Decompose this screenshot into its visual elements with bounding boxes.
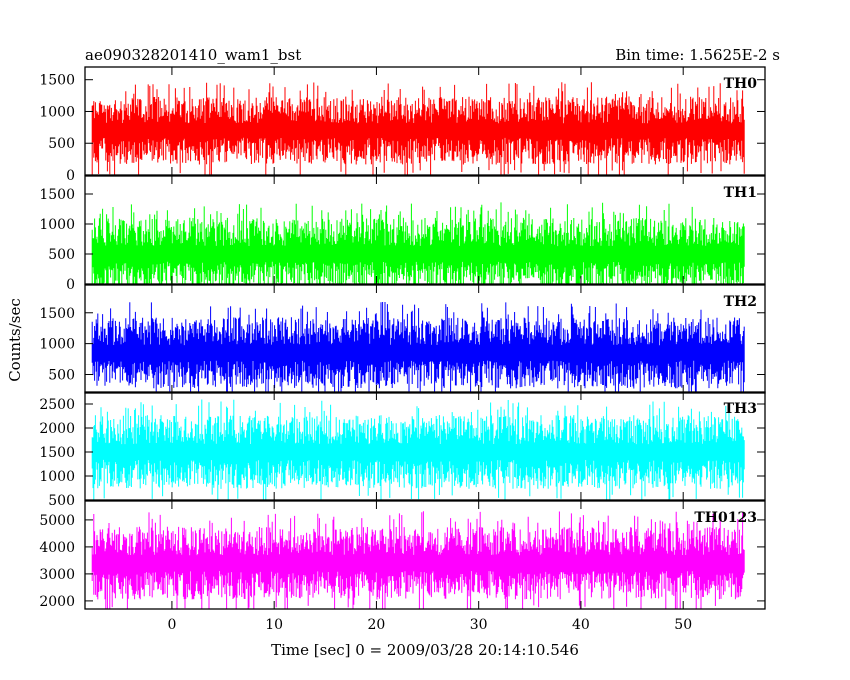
y-tick-label: 1500: [39, 187, 75, 203]
y-tick-label: 0: [66, 168, 75, 184]
panel-frame: [84, 284, 766, 394]
y-tick-label: 500: [48, 136, 75, 152]
y-tick-label: 3000: [39, 567, 75, 583]
panel-label: TH3: [724, 401, 757, 417]
panel-frame: [84, 500, 766, 610]
series-th0: [91, 82, 745, 175]
y-axis-label: Counts/sec: [6, 298, 24, 382]
y-tick-label: 5000: [39, 513, 75, 529]
y-tick-label: 500: [48, 493, 75, 509]
series-th0123: [91, 511, 745, 609]
y-tick-label: 1500: [39, 73, 75, 89]
panel-frame: [84, 175, 766, 285]
y-tick-label: 1000: [39, 469, 75, 485]
panels-group: 0 500 1000 1500 TH0 0 500 1000 1500 TH1 500 1000 150…: [39, 66, 766, 610]
x-tick-label: 50: [674, 617, 692, 633]
panel-th1: 0 500 1000 1500 TH1: [39, 175, 766, 293]
panel-th2: 500 1000 1500 TH2: [39, 284, 766, 394]
chart-title: ae090328201410_wam1_bst: [85, 46, 301, 64]
bin-time-label: Bin time: 1.5625E-2 s: [615, 46, 780, 64]
panel-label: TH1: [724, 185, 757, 201]
y-tick-label: 1500: [39, 306, 75, 322]
x-tick-label: 40: [572, 617, 590, 633]
y-tick-label: 500: [48, 247, 75, 263]
panel-label: TH2: [724, 294, 757, 310]
panel-th3: 500 1000 1500 2000 2500 TH3: [39, 391, 766, 509]
y-tick-label: 2000: [39, 421, 75, 437]
x-tick-label: 10: [265, 617, 283, 633]
series-th3: [91, 399, 745, 500]
y-tick-label: 2500: [39, 397, 75, 413]
panel-label: TH0: [724, 76, 758, 92]
y-tick-label: 1000: [39, 104, 75, 120]
y-tick-label: 0: [66, 277, 75, 293]
y-tick-label: 1500: [39, 445, 75, 461]
panel-frame: [84, 391, 766, 501]
series-th2: [91, 302, 745, 393]
x-tick-label: 0: [167, 617, 176, 633]
y-tick-label: 2000: [39, 594, 75, 610]
panel-frame: [84, 66, 766, 176]
y-tick-label: 1000: [39, 337, 75, 353]
y-tick-label: 4000: [39, 540, 75, 556]
y-tick-label: 500: [48, 367, 75, 383]
x-tick-label: 20: [368, 617, 386, 633]
x-axis: 0 10 20 30 40 50: [167, 617, 692, 633]
series-th1: [91, 202, 745, 284]
panel-label: TH0123: [694, 510, 757, 526]
x-axis-label: Time [sec] 0 = 2009/03/28 20:14:10.546: [271, 641, 579, 659]
panel-th0: 0 500 1000 1500 TH0: [39, 66, 766, 184]
x-tick-label: 30: [470, 617, 488, 633]
panel-th0123: 2000 3000 4000 5000 TH0123: [39, 500, 766, 610]
y-tick-label: 1000: [39, 217, 75, 233]
